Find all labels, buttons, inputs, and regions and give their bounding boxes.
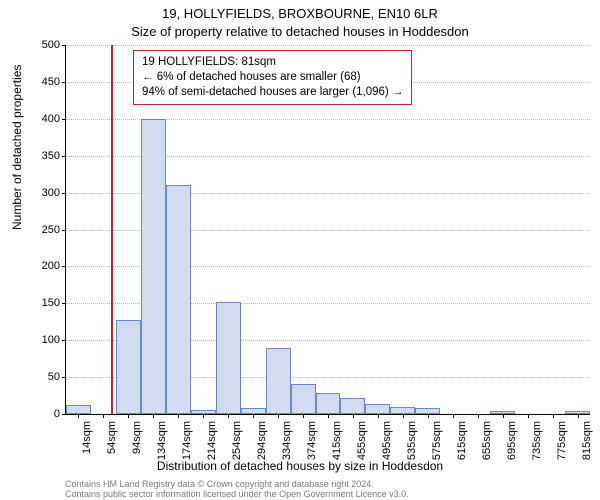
histogram-bar [166,185,191,414]
x-tick-label: 655sqm [481,421,493,461]
y-tick [62,377,66,378]
annotation-line-3: 94% of semi-detached houses are larger (… [142,85,403,100]
histogram-bar [390,407,415,414]
x-tick [78,414,79,418]
x-tick-label: 775sqm [556,421,568,461]
chart-container: 19, HOLLYFIELDS, BROXBOURNE, EN10 6LR Si… [0,0,600,500]
y-tick [62,230,66,231]
y-tick-label: 400 [20,113,60,125]
x-tick [478,414,479,418]
x-tick-label: 14sqm [81,421,93,461]
x-tick-label: 495sqm [381,421,393,461]
x-tick [528,414,529,418]
x-tick-label: 254sqm [231,421,243,461]
x-tick [453,414,454,418]
x-tick-label: 695sqm [506,421,518,461]
x-tick-label: 815sqm [581,421,593,461]
y-tick [62,303,66,304]
plot-area: 19 HOLLYFIELDS: 81sqm ← 6% of detached h… [65,45,590,415]
histogram-bar [216,302,241,414]
x-tick-label: 455sqm [356,421,368,461]
x-tick [578,414,579,418]
x-tick [328,414,329,418]
x-tick [103,414,104,418]
x-tick [228,414,229,418]
y-axis-label: Number of detached properties [10,65,24,230]
x-tick-label: 94sqm [131,421,143,461]
x-tick-label: 374sqm [306,421,318,461]
x-axis-label: Distribution of detached houses by size … [0,459,600,473]
reference-line [111,45,113,414]
x-tick [503,414,504,418]
chart-title: Size of property relative to detached ho… [0,24,600,39]
y-tick [62,340,66,341]
y-tick-label: 250 [20,224,60,236]
histogram-bar [141,119,166,414]
x-tick [428,414,429,418]
y-tick [62,414,66,415]
x-tick-label: 415sqm [331,421,343,461]
x-tick [403,414,404,418]
x-tick-label: 575sqm [431,421,443,461]
x-tick [303,414,304,418]
histogram-bar [66,405,91,414]
x-tick [278,414,279,418]
y-tick-label: 150 [20,297,60,309]
x-tick-label: 535sqm [406,421,418,461]
y-tick [62,45,66,46]
x-tick [203,414,204,418]
x-tick-label: 294sqm [256,421,268,461]
y-tick [62,266,66,267]
x-tick [253,414,254,418]
y-tick-label: 50 [20,371,60,383]
x-tick [353,414,354,418]
x-tick [128,414,129,418]
histogram-bar [291,384,316,414]
x-tick [153,414,154,418]
attribution-line-2: Contains public sector information licen… [65,489,409,499]
y-tick-label: 350 [20,150,60,162]
gridline [66,45,590,46]
x-tick [178,414,179,418]
x-tick-label: 334sqm [281,421,293,461]
x-tick-label: 735sqm [531,421,543,461]
x-tick [553,414,554,418]
histogram-bar [365,404,390,414]
attribution: Contains HM Land Registry data © Crown c… [65,479,409,500]
y-tick-label: 450 [20,76,60,88]
histogram-bar [116,320,141,414]
x-tick-label: 174sqm [181,421,193,461]
x-tick-label: 134sqm [156,421,168,461]
annotation-line-2: ← 6% of detached houses are smaller (68) [142,70,403,85]
y-tick [62,119,66,120]
y-tick-label: 200 [20,260,60,272]
y-tick [62,156,66,157]
x-tick-label: 214sqm [206,421,218,461]
annotation-line-1: 19 HOLLYFIELDS: 81sqm [142,55,403,70]
supertitle: 19, HOLLYFIELDS, BROXBOURNE, EN10 6LR [0,6,600,21]
y-tick [62,193,66,194]
x-tick [378,414,379,418]
attribution-line-1: Contains HM Land Registry data © Crown c… [65,479,409,489]
y-tick-label: 100 [20,334,60,346]
annotation-box: 19 HOLLYFIELDS: 81sqm ← 6% of detached h… [133,50,412,105]
histogram-bar [340,398,365,414]
histogram-bar [266,348,291,414]
histogram-bar [316,393,341,414]
x-tick-label: 615sqm [456,421,468,461]
x-tick-label: 54sqm [106,421,118,461]
y-tick-label: 500 [20,39,60,51]
y-tick [62,82,66,83]
y-tick-label: 0 [20,408,60,420]
y-tick-label: 300 [20,187,60,199]
